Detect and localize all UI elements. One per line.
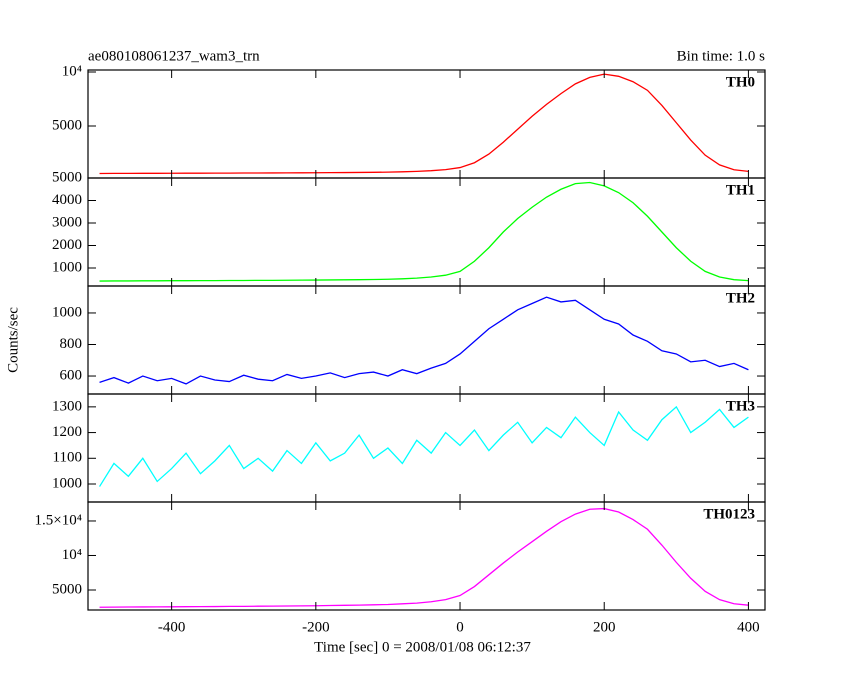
y-tick-label: 10⁴	[62, 63, 82, 79]
data-line	[99, 296, 749, 385]
y-axis-label: Counts/sec	[5, 307, 21, 373]
y-tick-label: 1000	[52, 475, 82, 491]
series-label: TH0	[726, 74, 755, 90]
series-label: TH3	[726, 398, 755, 414]
y-tick-label: 5000	[52, 117, 82, 133]
series-label: TH2	[726, 290, 755, 306]
data-line	[99, 181, 749, 282]
panel-frame	[87, 501, 766, 611]
panel-frame	[87, 177, 766, 287]
y-tick-label: 1000	[52, 259, 82, 275]
x-tick-label: -200	[302, 619, 330, 635]
y-tick-label: 1000	[52, 304, 82, 320]
series-label: TH0123	[703, 506, 755, 522]
y-tick-label: 5000	[52, 169, 82, 185]
bin-time: Bin time: 1.0 s	[677, 48, 766, 64]
y-tick-label: 3000	[52, 214, 82, 230]
data-line	[99, 73, 749, 175]
y-tick-label: 1100	[53, 450, 82, 466]
y-tick-label: 800	[60, 336, 83, 352]
data-line	[99, 507, 749, 608]
series-label: TH1	[726, 182, 755, 198]
y-tick-label: 1300	[52, 398, 82, 414]
y-tick-label: 1.5×10⁴	[35, 512, 82, 528]
data-line	[98, 405, 749, 487]
panel-frame	[87, 69, 766, 179]
x-axis-label: Time [sec] 0 = 2008/01/08 06:12:37	[314, 639, 531, 655]
x-tick-label: -400	[158, 619, 186, 635]
y-tick-label: 10⁴	[62, 547, 82, 563]
y-tick-label: 600	[60, 367, 83, 383]
chart-title: ae080108061237_wam3_trn	[88, 48, 260, 64]
y-tick-label: 4000	[52, 192, 82, 208]
y-tick-label: 2000	[52, 237, 82, 253]
x-tick-label: 0	[456, 619, 464, 635]
x-tick-label: 200	[593, 619, 616, 635]
y-tick-label: 1200	[52, 424, 82, 440]
y-tick-label: 5000	[52, 581, 82, 597]
x-tick-label: 400	[737, 619, 760, 635]
panel-frame	[87, 285, 766, 395]
panel-frame	[87, 393, 766, 503]
